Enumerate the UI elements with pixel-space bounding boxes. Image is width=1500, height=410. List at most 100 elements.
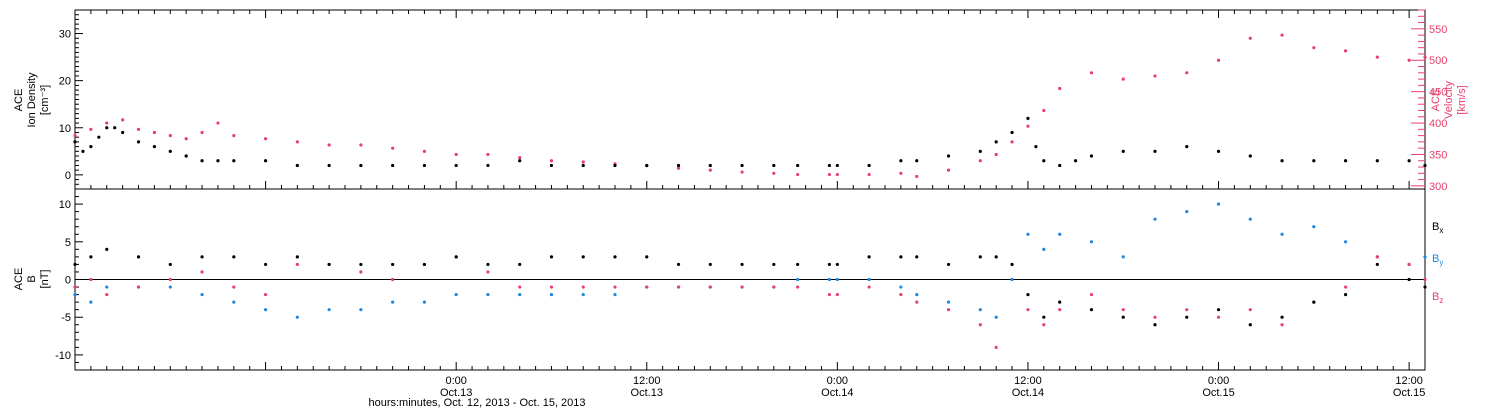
bx-point xyxy=(1153,323,1157,327)
velocity-point xyxy=(1185,71,1189,75)
density-point xyxy=(295,163,299,168)
by-point xyxy=(295,315,299,319)
by-point xyxy=(1121,255,1125,259)
bx-point xyxy=(136,255,141,259)
density-y-tick-label: 10 xyxy=(59,123,71,135)
density-point xyxy=(454,163,458,168)
bx-point xyxy=(486,262,490,267)
bz-point xyxy=(486,270,490,274)
bx-point xyxy=(232,255,236,259)
bx-point xyxy=(1058,300,1062,304)
by-point xyxy=(946,300,951,304)
by-point xyxy=(827,277,832,282)
density-point xyxy=(232,159,236,163)
bx-point xyxy=(1423,285,1427,289)
density-point xyxy=(1280,159,1284,163)
bz-point xyxy=(946,308,951,312)
density-point xyxy=(184,154,188,158)
bz-point xyxy=(994,345,998,349)
density-point xyxy=(946,154,951,158)
density-point xyxy=(1216,149,1221,153)
density-point xyxy=(216,159,220,163)
density-point xyxy=(1423,163,1427,168)
bx-point xyxy=(1375,262,1379,267)
by-point xyxy=(486,292,490,297)
bx-point xyxy=(1280,315,1284,319)
velocity-point xyxy=(1312,46,1316,50)
velocity-y-tick-label: 500 xyxy=(1429,55,1447,67)
by-point xyxy=(835,277,839,282)
bz-point xyxy=(645,285,649,289)
bz-point xyxy=(613,285,617,289)
velocity-point xyxy=(549,159,554,163)
bx-point xyxy=(827,262,832,267)
density-point xyxy=(391,163,395,168)
bx-point xyxy=(835,262,839,267)
density-point xyxy=(915,159,919,163)
density-point xyxy=(740,163,744,168)
density-point xyxy=(168,149,172,153)
by-point xyxy=(1185,210,1189,214)
bz-point xyxy=(1375,255,1379,259)
bx-point xyxy=(796,262,800,267)
bz-point xyxy=(835,292,839,297)
bx-point xyxy=(676,262,681,267)
velocity-point xyxy=(1248,36,1252,40)
density-point xyxy=(152,145,157,149)
velocity-point xyxy=(740,170,744,174)
bz-point xyxy=(1089,292,1094,297)
density-point xyxy=(73,140,77,144)
bx-point xyxy=(708,262,712,267)
by-point xyxy=(89,300,93,304)
velocity-point xyxy=(1407,58,1411,62)
density-point xyxy=(581,163,585,168)
density-y-tick-label: 0 xyxy=(65,170,71,182)
bx-point xyxy=(1010,262,1014,267)
by-point xyxy=(454,292,458,297)
bx-point xyxy=(740,262,744,267)
density-point xyxy=(518,159,522,163)
bz-point xyxy=(772,285,776,289)
bz-point xyxy=(899,292,903,297)
bx-point xyxy=(1026,292,1030,297)
bz-point xyxy=(89,277,93,282)
x-axis-title: hours:minutes, Oct. 12, 2013 - Oct. 15, … xyxy=(368,397,585,409)
velocity-point xyxy=(1153,74,1157,78)
bz-point xyxy=(581,285,585,289)
by-point xyxy=(915,292,919,297)
velocity-point xyxy=(184,137,188,141)
axis-ticks: 0:00Oct.1312:00Oct.130:00Oct.1412:00Oct.… xyxy=(55,9,1447,399)
velocity-point xyxy=(105,121,109,125)
bx-point xyxy=(391,262,395,267)
velocity-point xyxy=(772,171,776,175)
by-point xyxy=(359,308,363,312)
density-point xyxy=(899,159,903,163)
field-y-tick-label: 10 xyxy=(59,199,71,211)
bz-point xyxy=(1423,277,1427,282)
velocity-point xyxy=(518,155,522,160)
velocity-point xyxy=(152,130,157,135)
x-tick-label-time: 0:00 xyxy=(1208,375,1229,387)
bx-point xyxy=(1121,315,1125,319)
bx-point xyxy=(915,255,919,259)
bz-point xyxy=(1153,315,1157,319)
field-ylabel-line2: B xyxy=(26,275,38,282)
velocity-point xyxy=(1042,108,1046,113)
by-point xyxy=(613,292,617,297)
bx-point xyxy=(518,262,522,267)
data-marks xyxy=(73,33,1427,349)
density-point xyxy=(676,163,681,168)
top-panel-frame xyxy=(74,9,1426,190)
bz-point xyxy=(827,292,832,297)
by-point xyxy=(105,285,109,289)
x-tick-label-time: 12:00 xyxy=(633,375,661,387)
bz-point xyxy=(1280,323,1284,327)
by-point xyxy=(1423,255,1427,259)
bz-point xyxy=(73,285,77,289)
by-point xyxy=(796,277,800,282)
velocity-point xyxy=(1280,33,1284,37)
bx-point xyxy=(1185,315,1189,319)
velocity-y-tick-label: 450 xyxy=(1429,87,1447,99)
velocity-point xyxy=(899,171,903,175)
